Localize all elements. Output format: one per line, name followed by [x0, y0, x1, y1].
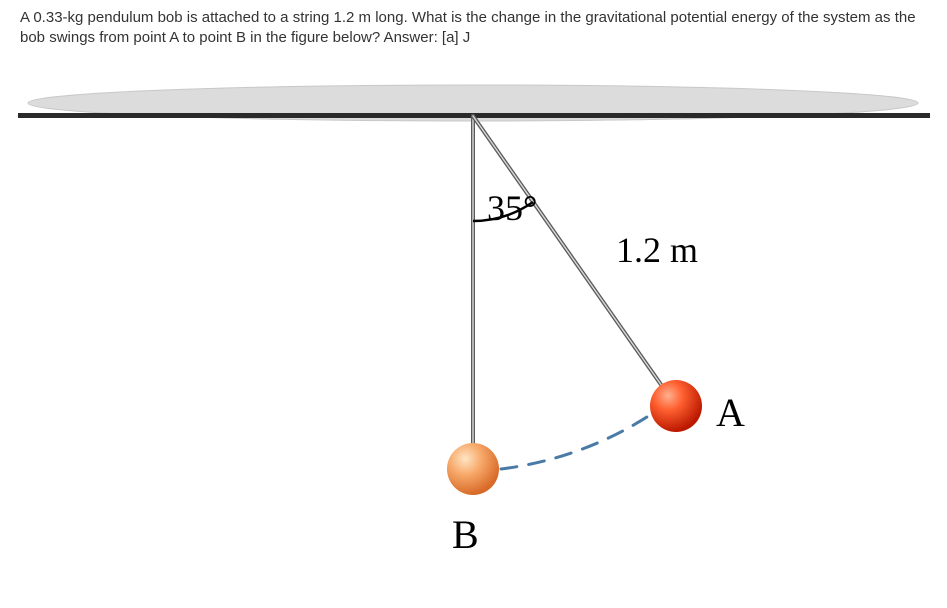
pendulum-svg — [0, 49, 947, 589]
bob-b — [447, 443, 499, 495]
angle-label: 35° — [487, 187, 537, 229]
swing-arc — [501, 415, 650, 469]
length-label: 1.2 m — [616, 229, 698, 271]
pendulum-figure: 35° 1.2 m A B — [0, 49, 947, 589]
question-text: A 0.33-kg pendulum bob is attached to a … — [0, 0, 947, 49]
bob-a — [650, 380, 702, 432]
bob-b-label: B — [452, 511, 479, 558]
bob-a-label: A — [716, 389, 745, 436]
